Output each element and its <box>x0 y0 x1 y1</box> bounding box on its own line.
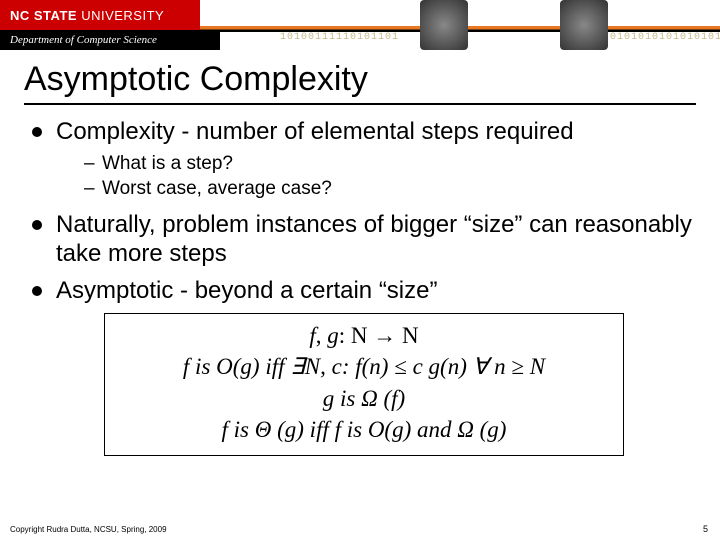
binary-decoration-2: 0101010101010101 <box>610 32 720 43</box>
bullet-2: Naturally, problem instances of bigger “… <box>30 210 696 269</box>
copyright-text: Copyright Rudra Dutta, NCSU, Spring, 200… <box>10 525 167 534</box>
binary-decoration-1: 10100111110101101 <box>280 32 399 43</box>
page-number: 5 <box>703 524 708 534</box>
bullet-1: Complexity - number of elemental steps r… <box>30 117 696 202</box>
math-line-4: f is Θ (g) iff f is O(g) and Ω (g) <box>115 414 613 445</box>
wolf-image-left <box>420 0 468 50</box>
university-bar: NC STATE UNIVERSITY <box>0 0 200 30</box>
math-definition-box: f, g: N → N f is O(g) iff ∃N, c: f(n) ≤ … <box>104 313 624 455</box>
university-bold: NC STATE <box>10 8 77 23</box>
math-line-1: f, g: N → N <box>115 320 613 351</box>
bullet-1-text: Complexity - number of elemental steps r… <box>56 118 574 145</box>
math-line-3: g is Ω (f) <box>115 383 613 414</box>
department-bar: Department of Computer Science <box>0 30 220 50</box>
slide-title: Asymptotic Complexity <box>24 60 696 99</box>
bullet-1-sub-1: What is a step? <box>84 152 696 177</box>
university-rest: UNIVERSITY <box>77 8 164 23</box>
bullet-3: Asymptotic - beyond a certain “size” <box>30 276 696 305</box>
bullet-1-sub-2: Worst case, average case? <box>84 177 696 202</box>
wolf-image-right <box>560 0 608 50</box>
math-line-2: f is O(g) iff ∃N, c: f(n) ≤ c g(n) ∀ n ≥… <box>115 351 613 382</box>
slide-header: NC STATE UNIVERSITY Department of Comput… <box>0 0 720 50</box>
slide-body: Asymptotic Complexity Complexity - numbe… <box>0 50 720 456</box>
bullet-list: Complexity - number of elemental steps r… <box>24 117 696 305</box>
bullet-1-sublist: What is a step? Worst case, average case… <box>56 152 696 201</box>
title-rule <box>24 103 696 105</box>
